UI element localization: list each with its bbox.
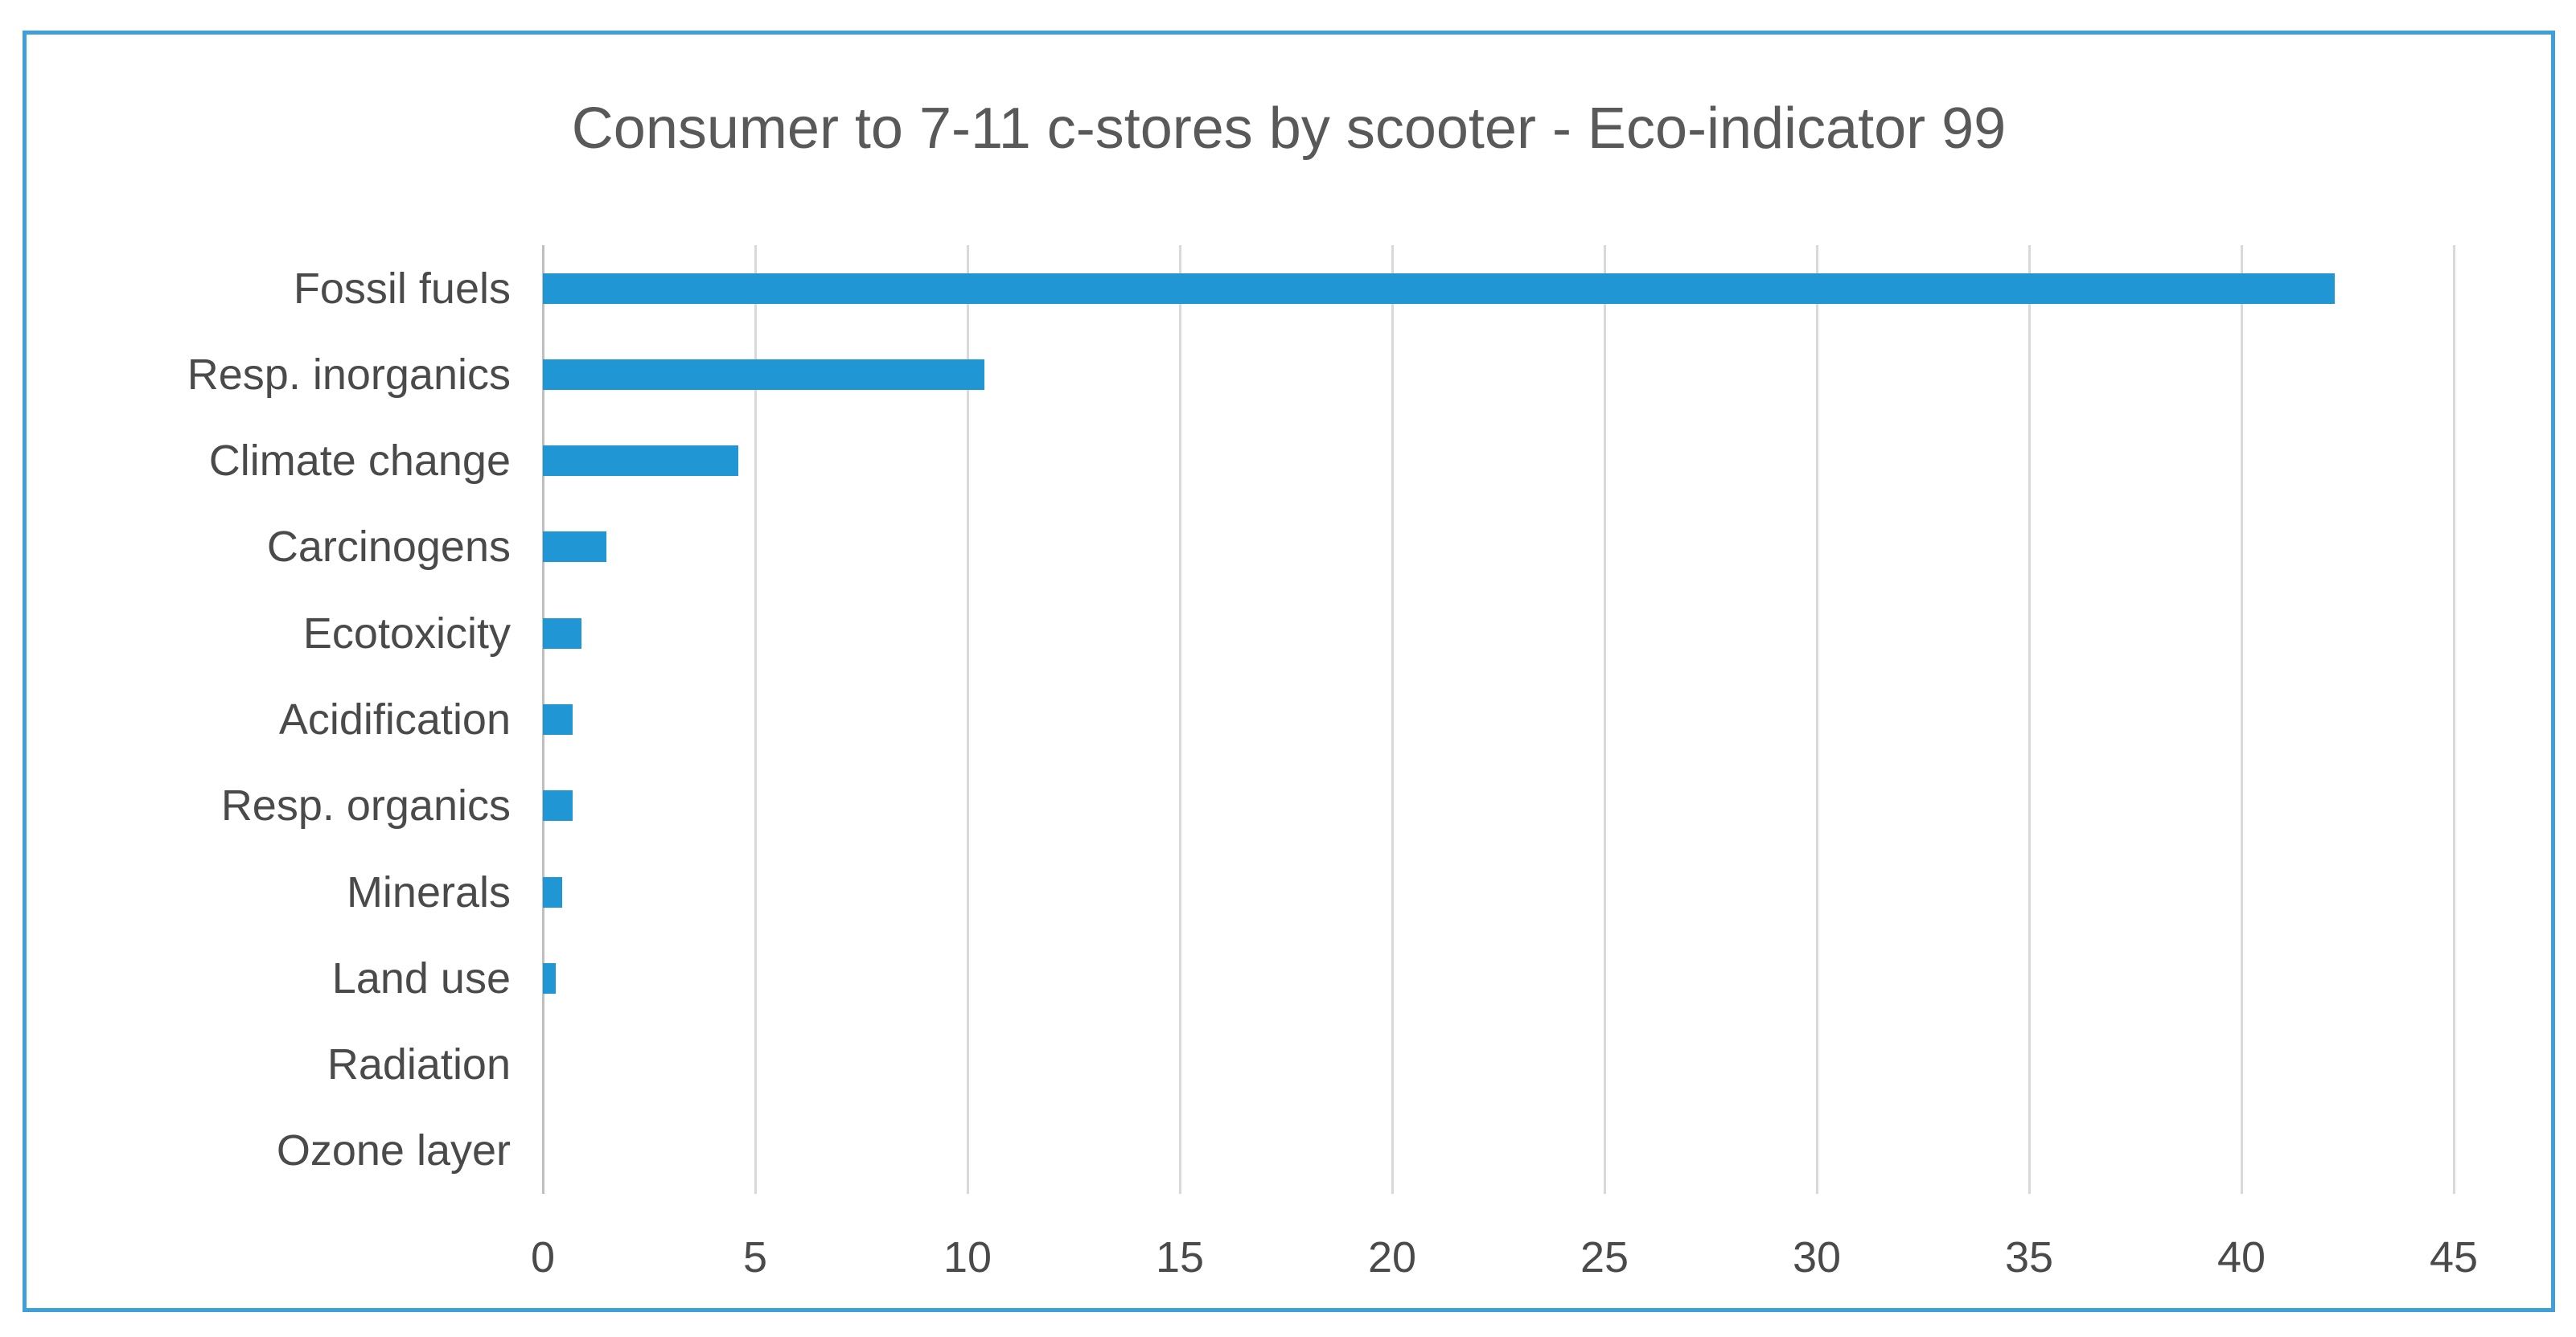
bar-row: Ozone layer [277,1108,2454,1194]
category-label: Fossil fuels [293,264,511,313]
bar-row: Ecotoxicity [303,590,2454,676]
gridline [1391,245,1394,1194]
gridline [1178,245,1181,1194]
bar-row: Fossil fuels [294,245,2454,331]
category-label: Minerals [346,867,511,917]
bar-row: Radiation [327,1021,2454,1107]
bar [543,445,738,477]
gridline [966,245,969,1194]
category-label: Land use [331,954,511,1003]
chart-title: Consumer to 7-11 c-stores by scooter - E… [571,96,2007,161]
category-label: Climate change [208,437,511,486]
category-label: Ozone layer [276,1126,511,1175]
bar [543,876,562,908]
bar-row: Carcinogens [267,504,2454,590]
chart-frame: Consumer to 7-11 c-stores by scooter - E… [23,31,2555,1312]
gridline [2028,245,2031,1194]
gridline [2240,245,2243,1194]
bar-row: Land use [332,935,2454,1021]
x-tick-label: 40 [2217,1233,2266,1282]
bar [543,703,573,735]
category-label: Carcinogens [266,523,511,572]
x-tick-label: 30 [1792,1233,1842,1282]
x-tick-label: 5 [742,1233,768,1282]
category-label: Acidification [278,695,511,744]
category-label: Radiation [327,1040,511,1089]
bar [543,359,985,390]
gridline [2452,245,2455,1194]
x-tick-label: 15 [1155,1233,1205,1282]
gridline [754,245,757,1194]
bar [543,962,556,994]
x-tick-label: 45 [2429,1233,2479,1282]
gridline [1815,245,1818,1194]
bar [543,790,573,822]
x-tick-label: 10 [943,1233,992,1282]
bar-row: Resp. inorganics [187,331,2454,417]
plot-area: Fossil fuels Resp. inorganics Climate chan… [187,245,2455,1194]
bar [543,273,2336,304]
gridline [1603,245,1606,1194]
bar-row: Resp. organics [221,763,2454,849]
x-tick-label: 25 [1580,1233,1629,1282]
bar-row: Climate change [209,418,2454,504]
x-tick-label: 0 [530,1233,556,1282]
bar [543,617,581,649]
category-label: Resp. inorganics [187,350,511,399]
x-tick-label: 20 [1367,1233,1417,1282]
x-tick-label: 35 [2004,1233,2054,1282]
bar-row: Acidification [279,676,2454,762]
category-label: Resp. organics [220,781,511,830]
category-label: Ecotoxicity [302,609,511,658]
bar [543,531,607,563]
bar-row: Minerals [347,849,2454,935]
